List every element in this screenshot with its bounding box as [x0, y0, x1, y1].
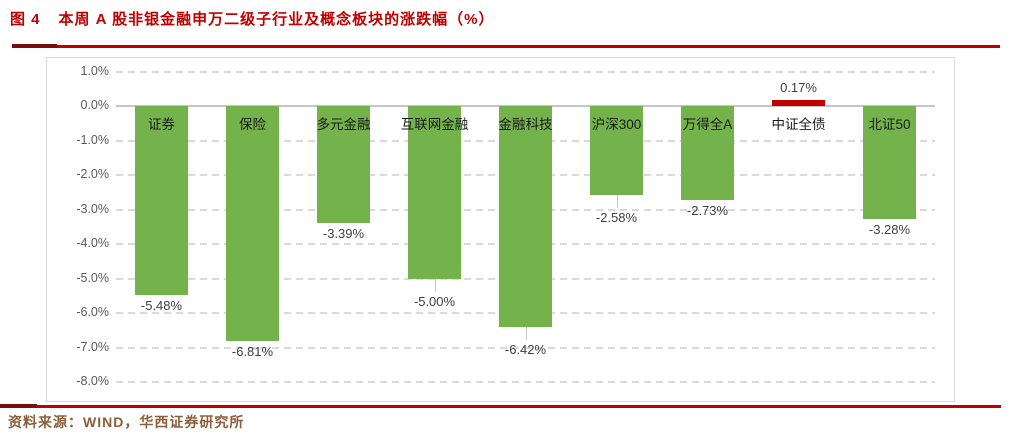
- y-tick-label: 0.0%: [80, 98, 110, 112]
- y-tick-label: -1.0%: [76, 132, 109, 147]
- chart-plot-area: 1.0% 0.0% -1.0% -2.0% -3.0% -4.0% -5.0% -6.0% -7…: [46, 57, 955, 402]
- category-label: 沪深300: [591, 117, 642, 132]
- bar-6: [590, 106, 643, 195]
- y-tick-label: -7.0%: [76, 339, 109, 354]
- bar-8: [772, 100, 825, 106]
- gridline: [116, 381, 935, 383]
- bar-4: [408, 106, 461, 279]
- figure-title-text: 本周 A 股非银金融申万二级子行业及概念板块的涨跌幅（%）: [58, 11, 495, 28]
- category-label: 中证全债: [771, 117, 826, 132]
- figure-number-label: 图 4: [10, 11, 41, 28]
- y-tick-label: -4.0%: [76, 236, 109, 250]
- y-tick-label: -2.0%: [76, 167, 109, 181]
- y-tick-label: -5.0%: [76, 270, 109, 285]
- y-tick-label: 1.0%: [80, 63, 110, 78]
- value-label: -3.39%: [322, 225, 365, 241]
- gridline: [116, 70, 935, 73]
- y-tick-label: -8.0%: [76, 374, 109, 388]
- bottom-divider-red-rule: [37, 405, 1001, 408]
- value-label: -5.00%: [413, 293, 456, 309]
- bar-9: [863, 106, 916, 220]
- label-leader-line: [616, 195, 618, 208]
- bottom-divider-dark-segment: [0, 404, 37, 408]
- value-label: -3.28%: [868, 222, 911, 238]
- value-label: 0.17%: [780, 80, 817, 96]
- category-label: 证券: [148, 117, 175, 132]
- value-label: -2.73%: [686, 203, 729, 219]
- category-label: 万得全A: [682, 117, 733, 132]
- category-label: 多元金融: [316, 117, 371, 132]
- category-label: 保险: [239, 117, 266, 132]
- value-label: -6.42%: [504, 342, 547, 358]
- value-label: -2.58%: [595, 210, 638, 225]
- category-label: 金融科技: [498, 117, 553, 132]
- bar-2: [226, 106, 279, 341]
- data-source-note: 资料来源：WIND，华西证券研究所: [8, 414, 245, 430]
- bar-3: [317, 106, 370, 223]
- value-label: -6.81%: [231, 343, 274, 359]
- label-leader-line: [525, 327, 527, 341]
- category-label: 北证50: [868, 117, 911, 132]
- top-divider-red-rule: [57, 45, 1000, 48]
- gridline: [116, 346, 935, 349]
- value-label: -5.48%: [140, 298, 183, 314]
- bar-1: [135, 106, 188, 296]
- figure-title: 图 4 本周 A 股非银金融申万二级子行业及概念板块的涨跌幅（%）: [10, 8, 494, 29]
- y-tick-label: -3.0%: [76, 201, 109, 216]
- y-tick-label: -6.0%: [76, 305, 109, 319]
- bar-7: [681, 106, 734, 201]
- label-leader-line: [434, 278, 436, 292]
- category-label: 互联网金融: [400, 117, 469, 132]
- bar-5: [499, 106, 552, 328]
- top-divider-dark-segment: [12, 44, 57, 48]
